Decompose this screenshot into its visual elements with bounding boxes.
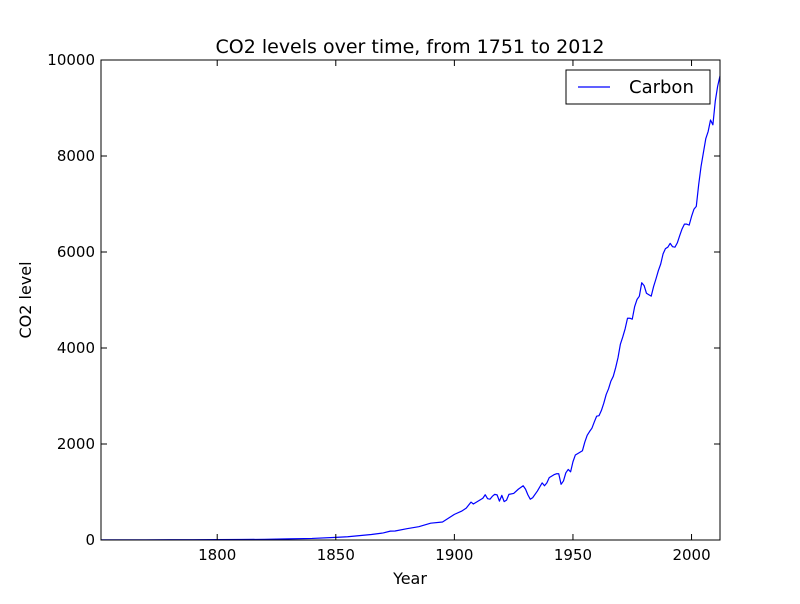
chart-title: CO2 levels over time, from 1751 to 2012 bbox=[216, 36, 605, 58]
x-tick-label: 1950 bbox=[554, 546, 592, 564]
y-tick-label: 0 bbox=[85, 531, 95, 549]
y-tick-label: 8000 bbox=[57, 147, 95, 165]
x-tick-label: 2000 bbox=[672, 546, 710, 564]
x-axis: 1800 1850 1900 1950 2000 bbox=[198, 60, 711, 564]
x-tick-label: 1850 bbox=[317, 546, 355, 564]
legend: Carbon bbox=[565, 69, 711, 105]
x-tick-label: 1800 bbox=[198, 546, 236, 564]
x-tick-label: 1900 bbox=[435, 546, 473, 564]
y-tick-label: 4000 bbox=[57, 339, 95, 357]
y-tick-label: 6000 bbox=[57, 243, 95, 261]
legend-label: Carbon bbox=[629, 77, 694, 98]
y-axis: 0 2000 4000 6000 8000 10000 bbox=[47, 51, 720, 549]
y-tick-label: 2000 bbox=[57, 435, 95, 453]
y-axis-label: CO2 level bbox=[16, 261, 35, 338]
y-tick-label: 10000 bbox=[47, 51, 95, 69]
x-axis-label: Year bbox=[392, 569, 427, 588]
plot-frame bbox=[100, 59, 721, 541]
series-line-0 bbox=[101, 75, 721, 541]
series-layer bbox=[101, 75, 721, 541]
